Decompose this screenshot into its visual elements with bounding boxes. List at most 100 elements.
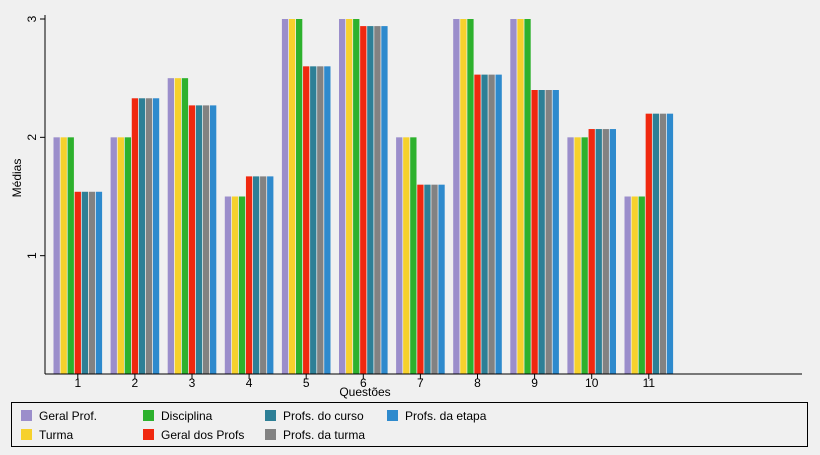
bar [195,105,203,374]
bar [131,98,139,374]
bar [588,129,595,374]
legend-label: Profs. da etapa [405,409,487,423]
bar [346,19,353,374]
x-axis-title: Questões [339,385,390,399]
bar [453,19,460,374]
bar [253,176,260,374]
bar [81,191,88,374]
legend-swatch [265,410,276,421]
bar [339,19,346,374]
bar [210,105,217,374]
legend-label: Geral dos Profs [161,428,245,442]
bar [602,129,609,374]
y-tick-label: 1 [25,252,39,259]
bar [609,129,616,374]
bar [652,113,659,375]
bar [238,196,246,374]
bar [424,184,431,374]
bar [267,176,274,374]
bar [124,137,131,374]
y-tick-label: 3 [25,15,39,22]
y-axis-title: Médias [10,159,24,198]
bar [353,19,360,374]
legend-label: Profs. do curso [283,409,364,423]
x-tick-label: 1 [74,376,81,390]
bar [460,19,467,374]
bar [396,137,403,374]
bar [431,184,438,374]
bar [152,98,160,374]
bar [281,19,289,374]
bar [67,137,74,374]
bar [595,129,602,374]
x-tick-label: 8 [474,376,481,390]
bar [167,78,174,375]
bar [624,196,631,374]
legend-label: Profs. da turma [283,428,366,442]
chart: 1 2 3 1 2 3 4 5 6 7 8 9 10 11 Médias Questões [10,15,802,399]
bar [517,19,524,374]
bar [181,78,189,375]
x-tick-label: 2 [132,376,139,390]
bar [367,26,374,374]
bar [324,66,331,374]
bar [545,90,552,374]
bar [531,90,538,374]
x-tick-label: 3 [189,376,196,390]
bar [574,137,581,374]
x-tick-label: 4 [246,376,253,390]
bar [260,176,267,374]
bar [288,19,296,374]
bar [245,176,253,374]
bar [110,137,117,374]
bar [488,74,495,375]
bar [645,113,652,375]
bar [666,113,674,375]
bar [224,196,232,374]
bar [410,137,417,374]
bar [581,137,588,374]
bar [296,19,303,374]
bar [552,90,559,374]
legend-swatch [265,429,276,440]
bar [467,19,474,374]
bar [95,191,103,374]
bar [60,137,67,374]
bar [174,78,182,375]
bar [374,26,381,374]
bar [145,98,153,374]
bar [88,191,96,374]
bar [659,113,667,375]
legend-swatch [143,410,154,421]
x-tick-label: 7 [417,376,424,390]
y-tick-label: 2 [25,134,39,141]
bar [438,184,445,374]
bar [188,105,196,374]
x-tick-label: 5 [303,376,310,390]
x-tick-label: 6 [360,376,367,390]
legend-swatch [143,429,154,440]
bar [631,196,638,374]
bar [495,74,502,375]
legend-label: Geral Prof. [39,409,98,423]
bar [310,66,317,374]
bar [202,105,210,374]
bar [317,66,324,374]
bar [417,184,424,374]
bar [231,196,239,374]
bar [403,137,410,374]
bar [53,137,60,374]
x-tick-label: 10 [585,376,599,390]
bar [524,19,531,374]
bar [510,19,517,374]
legend-swatch [21,429,32,440]
legend-swatch [387,410,398,421]
bar [474,74,481,375]
x-tick-label: 9 [531,376,538,390]
bar [381,26,388,374]
bar [360,26,367,374]
bar [567,137,574,374]
legend-label: Turma [39,428,74,442]
legend-swatch [21,410,32,421]
legend-label: Disciplina [161,409,213,423]
